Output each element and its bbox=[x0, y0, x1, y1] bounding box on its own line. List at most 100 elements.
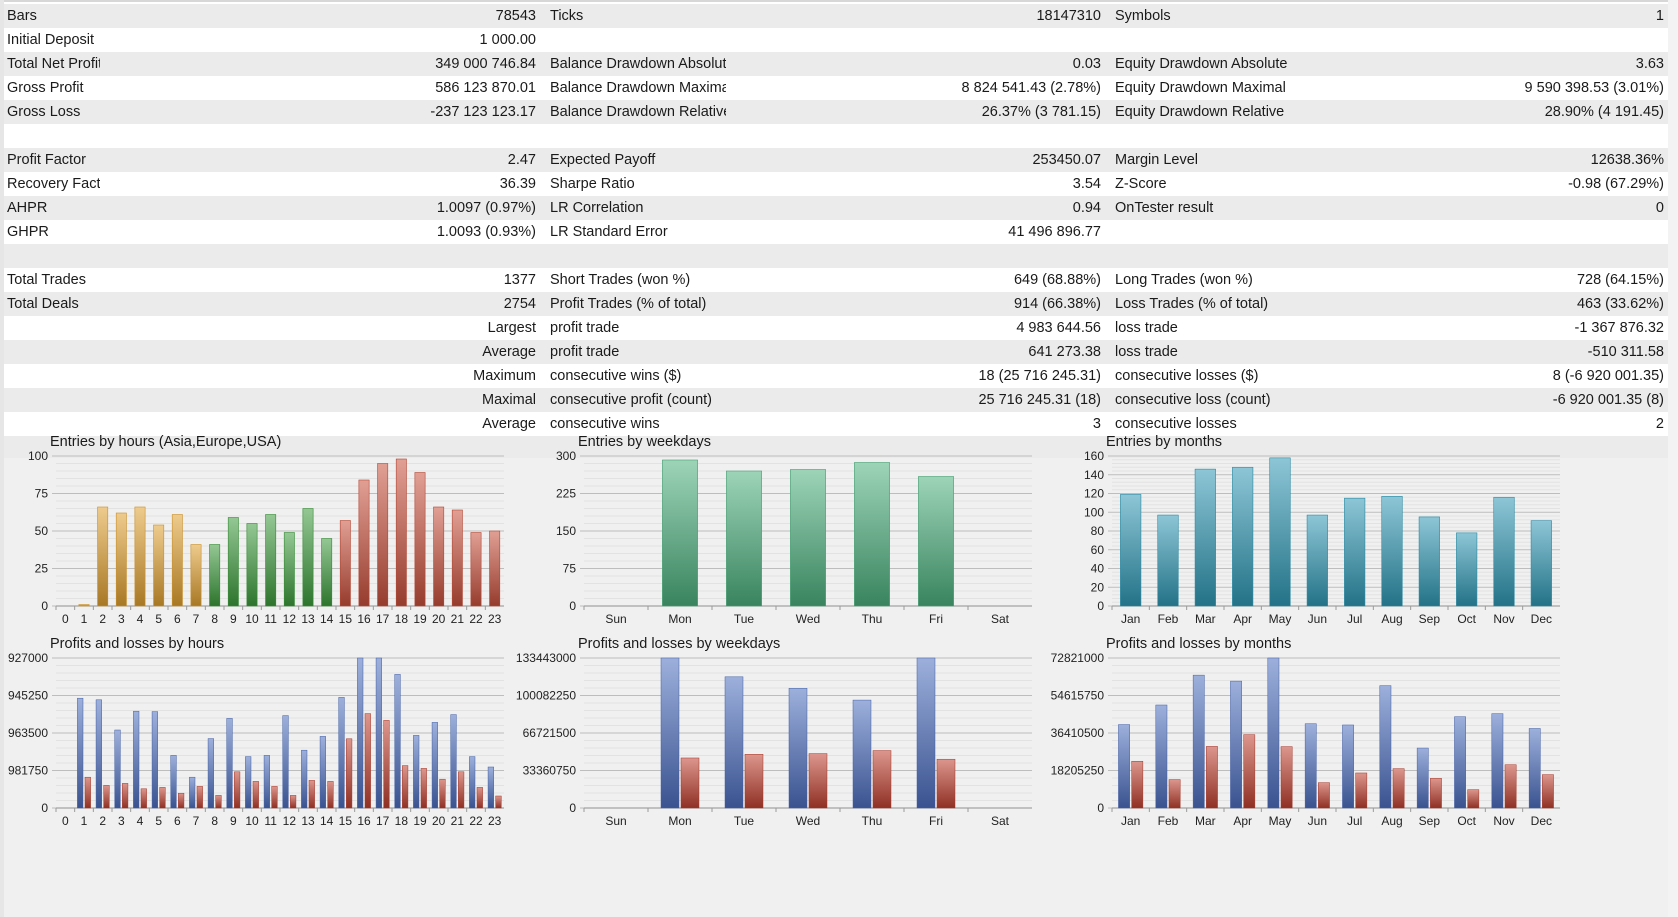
stats-row: Recovery Factor 36.39 Sharpe Ratio 3.54 Z-Sc… bbox=[4, 172, 1668, 196]
stats-value-1: Average bbox=[482, 416, 536, 432]
x-tick-label: Feb bbox=[1158, 814, 1179, 828]
x-tick-label: Oct bbox=[1457, 814, 1476, 828]
left-scroll-edge bbox=[0, 0, 4, 917]
stats-value-3: 8 (-6 920 001.35) bbox=[1552, 368, 1664, 384]
x-tick-label: 5 bbox=[155, 612, 162, 626]
loss-bar bbox=[808, 753, 828, 809]
x-tick-label: 13 bbox=[301, 612, 315, 626]
x-tick-label: Tue bbox=[734, 814, 755, 828]
profit-bar bbox=[660, 657, 680, 809]
stats-value-1: Largest bbox=[487, 320, 536, 336]
y-tick-label: 0 bbox=[41, 801, 48, 815]
stats-label-3: consecutive losses ($) bbox=[1115, 368, 1259, 384]
stats-row: GHPR 1.0093 (0.93%) LR Standard Error 41 49… bbox=[4, 220, 1668, 244]
x-tick-label: 19 bbox=[413, 814, 427, 828]
stats-label-3 bbox=[1107, 220, 1303, 244]
bar bbox=[246, 523, 258, 607]
chart-pl-hours: Profits and losses by hours 0 981750 963500… bbox=[6, 636, 506, 838]
bar bbox=[414, 472, 426, 607]
stats-value-2: 649 (68.88%) bbox=[1013, 272, 1101, 288]
y-tick-label: 945250 bbox=[8, 689, 48, 703]
bar bbox=[171, 514, 183, 607]
y-tick-label: 0 bbox=[1097, 599, 1104, 613]
bar bbox=[726, 470, 762, 607]
loss-bar bbox=[215, 795, 222, 809]
x-tick-label: 18 bbox=[395, 612, 409, 626]
profit-bar bbox=[301, 749, 308, 809]
y-tick-label: 18205250 bbox=[1051, 764, 1105, 778]
profit-bar bbox=[394, 674, 401, 809]
y-tick-label: 225 bbox=[556, 487, 576, 501]
x-tick-label: 5 bbox=[155, 814, 162, 828]
x-tick-label: 16 bbox=[357, 814, 371, 828]
profit-bar bbox=[170, 755, 177, 809]
stats-value-1: Maximal bbox=[482, 392, 536, 408]
stats-label-3: loss trade bbox=[1115, 344, 1178, 360]
right-scroll-edge bbox=[1668, 0, 1678, 917]
profit-bar bbox=[1342, 724, 1354, 809]
x-tick-label: 15 bbox=[339, 612, 353, 626]
bar bbox=[489, 530, 501, 607]
stats-row: Total Net Profit 349 000 746.84 Balance Dr… bbox=[4, 52, 1668, 76]
profit-bar bbox=[77, 697, 84, 809]
stats-value-1: 586 123 870.01 bbox=[435, 80, 536, 96]
stats-label-2: consecutive wins bbox=[550, 416, 660, 432]
stats-value-2: 3 bbox=[1092, 416, 1101, 432]
stats-label-2 bbox=[540, 244, 726, 268]
stats-label-1: Bars bbox=[7, 8, 37, 24]
bar bbox=[227, 517, 239, 607]
x-tick-label: May bbox=[1269, 814, 1292, 828]
y-tick-label: 100 bbox=[1084, 505, 1104, 519]
stats-label-3: Equity Drawdown Absolute bbox=[1115, 56, 1288, 72]
profit-bar bbox=[207, 738, 214, 809]
loss-bar bbox=[458, 771, 465, 809]
profit-bar bbox=[413, 735, 420, 809]
y-tick-label: 927000 bbox=[8, 651, 48, 665]
loss-bar bbox=[290, 795, 297, 809]
profit-bar bbox=[319, 736, 326, 809]
stats-row: Bars 78543 Ticks 18147310 Symbols 1 bbox=[4, 4, 1668, 28]
stats-value-3: 1 bbox=[1655, 8, 1664, 24]
bar bbox=[358, 479, 370, 607]
profit-bar bbox=[431, 722, 438, 809]
x-tick-label: Jan bbox=[1121, 814, 1140, 828]
stats-value-2 bbox=[726, 124, 1107, 148]
loss-bar bbox=[383, 720, 390, 809]
stats-value-3 bbox=[1303, 244, 1668, 268]
x-tick-label: Dec bbox=[1531, 814, 1552, 828]
bar bbox=[302, 508, 314, 607]
stats-value-3: 3.63 bbox=[1635, 56, 1664, 72]
x-tick-label: 14 bbox=[320, 814, 334, 828]
x-tick-label: Sep bbox=[1419, 814, 1441, 828]
profit-bar bbox=[114, 729, 121, 809]
y-tick-label: 0 bbox=[569, 599, 576, 613]
stats-label-3: Margin Level bbox=[1115, 152, 1199, 168]
bar bbox=[433, 506, 445, 607]
profit-bar bbox=[282, 715, 289, 809]
stats-label-2: Balance Drawdown Maximal bbox=[550, 80, 726, 96]
chart-title: Profits and losses by months bbox=[1106, 636, 1292, 652]
loss-bar bbox=[346, 738, 353, 809]
loss-bar bbox=[252, 781, 259, 809]
stats-value-3: 728 (64.15%) bbox=[1576, 272, 1664, 288]
x-tick-label: Oct bbox=[1457, 612, 1476, 626]
loss-bar bbox=[1467, 789, 1480, 809]
x-tick-label: Fri bbox=[929, 612, 943, 626]
x-tick-label: 1 bbox=[81, 814, 88, 828]
bar bbox=[190, 544, 202, 607]
x-tick-label: 7 bbox=[193, 814, 200, 828]
loss-bar bbox=[744, 754, 764, 809]
stats-value-2: 18 (25 716 245.31) bbox=[978, 368, 1101, 384]
stats-label-3: Long Trades (won %) bbox=[1115, 272, 1253, 288]
x-tick-label: Thu bbox=[862, 612, 883, 626]
loss-bar bbox=[103, 785, 110, 809]
bar bbox=[918, 476, 954, 607]
x-tick-label: Jun bbox=[1308, 612, 1327, 626]
loss-bar bbox=[1318, 782, 1330, 809]
loss-bar bbox=[1542, 774, 1554, 809]
stats-value-1: 36.39 bbox=[499, 176, 536, 192]
bar bbox=[662, 459, 698, 607]
loss-bar bbox=[122, 783, 129, 809]
bar bbox=[377, 463, 389, 607]
